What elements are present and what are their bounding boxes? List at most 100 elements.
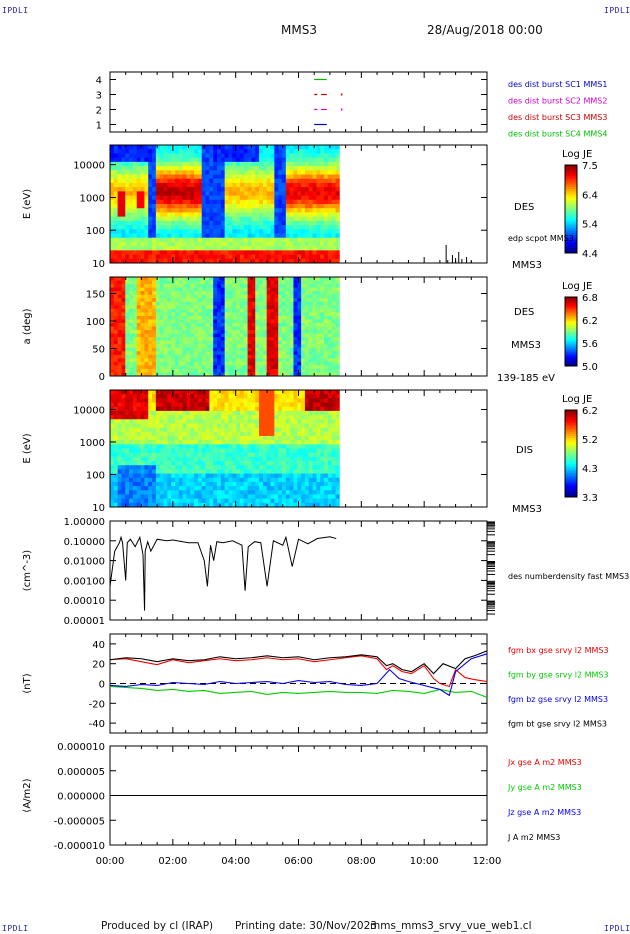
des-pitch-cell [224,312,229,317]
des-energy-cell [110,229,115,234]
des-pitch-cell [236,287,241,292]
des-energy-cell [301,237,306,243]
des-pitch-cell [255,298,260,303]
dis-energy-cell [247,498,252,504]
dis-energy-cell [217,435,222,441]
des-energy-cell [136,241,141,247]
des-pitch-cell [132,337,138,342]
des-pitch-cell [178,315,184,320]
corner-mark-bottom-left: IPDLI [2,924,29,933]
des-energy-cell [167,233,172,239]
des-pitch-cell [274,326,279,331]
dis-energy-cell [289,394,294,399]
des-energy-cell [285,208,291,213]
des-energy-cell [274,178,279,184]
des-pitch-cell [125,337,130,342]
des-energy-cell [297,153,302,159]
des-energy-cell [129,182,134,188]
des-energy-cell [320,166,325,171]
dis-energy-cell [201,427,206,433]
des-energy-cell [194,246,199,251]
des-pitch-cell [159,301,164,306]
des-pitch-cell [110,284,115,289]
des-pitch-cell [255,308,260,313]
des-energy-colorbar-step [565,242,577,245]
dis-energy-cell [270,456,275,462]
dis-energy-cell [224,435,229,441]
des-pitch-cell [297,298,302,303]
des-energy-cell [255,187,260,192]
des-pitch-cell [194,280,199,285]
dis-energy-cell [270,398,275,403]
dis-energy-cell [228,394,233,399]
dis-energy-cell [186,444,191,449]
des-pitch-cell [232,308,237,313]
dis-energy-cell [217,423,222,429]
dis-energy-cell [224,481,229,487]
dis-energy-cell [144,477,149,483]
des-pitch-cell [327,319,333,324]
des-energy-cell [289,212,294,218]
des-pitch-cell [312,301,317,306]
des-pitch-cell [197,301,203,306]
dis-energy-cell [174,402,180,408]
des-pitch-cell [129,294,134,299]
dis-energy-cell [132,456,138,462]
dis-energy-cell [110,486,115,491]
des-pitch-cell [197,312,203,317]
dis-energy-cell [148,465,153,470]
des-energy-cell [209,178,214,184]
des-pitch-cell [129,312,134,317]
des-pitch-cell [197,319,203,324]
dis-energy-cell [136,410,141,416]
des-pitch-cell [121,354,126,359]
des-pitch-cell [159,361,164,366]
des-energy-cell [113,225,119,230]
des-energy-cell [285,166,291,171]
des-energy-cell [243,241,249,247]
des-energy-cell [312,187,317,192]
dis-energy-cell [239,423,245,429]
des-energy-cell [251,153,256,159]
des-pitch-cell [259,305,264,310]
des-energy-cell [232,241,237,247]
des-pitch-cell [282,319,287,324]
des-pitch-cell [320,340,325,345]
dis-energy-cell [282,502,287,508]
des-energy-cell [282,182,287,188]
des-energy-cell [335,145,340,150]
des-pitch-cell [232,291,237,296]
des-pitch-cell [213,301,218,306]
dis-energy-cell [270,461,275,466]
des-pitch-cell [205,291,210,296]
des-pitch-cell [331,312,336,317]
des-energy-cell [331,246,336,251]
des-energy-cell [289,246,294,251]
des-energy-cell [247,166,252,171]
des-energy-cell [121,233,126,239]
des-pitch-cell [251,291,256,296]
des-pitch-cell [113,298,119,303]
des-pitch-cell [255,365,260,370]
des-pitch-colorbar-step [565,338,577,341]
des-energy-cell [209,191,214,196]
dis-energy-cell [251,456,256,462]
dis-energy-cell [132,469,138,474]
des-pitch-cell [327,322,333,327]
des-pitch-cell [201,347,206,352]
dis-energy-cell [243,410,249,416]
des-pitch-cell [320,368,325,373]
des-energy-cell [152,254,157,260]
dis-energy-cell [129,477,134,483]
des-pitch-cell [335,312,340,317]
des-energy-cell [159,241,164,247]
des-pitch-cell [159,312,164,317]
des-energy-cell [205,199,210,205]
dis-energy-cell [217,486,222,491]
des-energy-cell [224,199,229,205]
dis-energy-cell [125,456,130,462]
des-energy-cell [251,191,256,196]
des-pitch-cell [201,319,206,324]
des-pitch-cell [301,315,306,320]
des-energy-cell [163,204,168,209]
